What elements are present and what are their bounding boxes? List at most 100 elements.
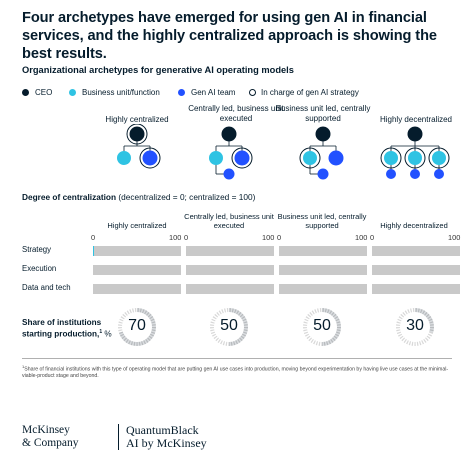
business-unit-node: [408, 151, 422, 165]
gen-ai-team-node: [234, 150, 250, 166]
bar-track: [186, 284, 274, 294]
gauge-fill: [396, 308, 434, 346]
legend-item-business-unit: Business unit/function: [69, 86, 160, 98]
quantumblack-logo: QuantumBlack AI by McKinsey: [126, 424, 207, 449]
archetype-label-highly-centralized: Highly centralized: [105, 115, 169, 124]
legend-label: Business unit/function: [82, 87, 160, 97]
gen-ai-team-node: [328, 150, 344, 166]
axis-max-label: 100: [355, 233, 368, 242]
centralization-title-note: (decentralized = 0; centralized = 100): [118, 192, 256, 202]
bar: [93, 246, 94, 256]
legend: CEO Business unit/function Gen AI team I…: [22, 86, 462, 98]
archetype-label-business-unit-led: Business unit led, centrally supported: [275, 104, 371, 123]
axis-max-label: 100: [448, 233, 461, 242]
legend-item-in-charge: In charge of gen AI strategy: [249, 86, 359, 98]
bar-track: [93, 265, 181, 275]
share-gauge: 50: [302, 307, 342, 347]
legend-swatch-ceo: [22, 88, 29, 96]
mckinsey-logo-line2: & Company: [22, 436, 79, 449]
quantumblack-logo-line1: QuantumBlack: [126, 423, 199, 437]
chart-subtitle: Organizational archetypes for generative…: [22, 65, 294, 75]
share-gauge: 70: [117, 307, 157, 347]
axis-min-label: 0: [91, 233, 96, 242]
gauge-fill: [210, 308, 248, 346]
legend-swatch-gen-ai-team: [178, 88, 185, 96]
axis-max-label: 100: [262, 233, 275, 242]
legend-label: CEO: [35, 87, 53, 97]
footnote-marker: 1: [22, 364, 25, 369]
gen-ai-team-node: [434, 169, 444, 179]
org-diagram-centrally-led: [209, 126, 253, 180]
axis-min-label: 0: [277, 233, 282, 242]
axis-min-label: 0: [370, 233, 375, 242]
bar-track: [372, 246, 460, 256]
org-diagram-highly-decentralized: [380, 126, 450, 179]
bar-column-label-centrally-led: Centrally led, business unit executed: [184, 212, 274, 230]
in-charge-ring: [139, 147, 161, 169]
legend-swatch-in-charge: [249, 88, 256, 96]
business-unit-node: [209, 151, 223, 165]
bar-track: [372, 265, 460, 275]
org-diagram-business-unit-led: [299, 126, 344, 180]
bar-track: [186, 246, 274, 256]
bar-track: [93, 284, 181, 294]
share-label-unit: %: [102, 329, 112, 339]
in-charge-ring: [428, 147, 450, 169]
gen-ai-team-node: [223, 168, 235, 180]
quantumblack-logo-line2: AI by McKinsey: [126, 435, 207, 450]
centralization-title-bold: Degree of centralization: [22, 192, 117, 202]
bar-column-label-highly-decentralized: Highly decentralized: [380, 221, 448, 230]
business-unit-node: [117, 151, 131, 165]
share-value: 50: [220, 317, 238, 334]
axis-max-label: 100: [169, 233, 182, 242]
ceo-node: [315, 126, 331, 142]
legend-item-gen-ai-team: Gen AI team: [178, 86, 235, 98]
row-label-execution: Execution: [22, 264, 57, 273]
ceo-node: [407, 126, 423, 142]
gen-ai-team-node: [410, 169, 420, 179]
bar-track: [372, 284, 460, 294]
logo-separator: [118, 424, 119, 450]
in-charge-ring: [231, 147, 253, 169]
row-label-strategy: Strategy: [22, 245, 52, 254]
mckinsey-logo-line1: McKinsey: [22, 424, 70, 436]
in-charge-ring: [404, 147, 426, 169]
bar-track: [279, 246, 367, 256]
in-charge-ring: [299, 147, 321, 169]
in-charge-ring: [126, 124, 148, 145]
gauge-track: [396, 308, 434, 346]
business-unit-node: [432, 151, 446, 165]
row-label-data-and-tech: Data and tech: [22, 283, 71, 292]
share-label-sup: 1: [99, 328, 103, 335]
legend-label: In charge of gen AI strategy: [261, 87, 359, 97]
footnote: 1Share of financial institutions with th…: [22, 364, 452, 379]
bar-track: [279, 265, 367, 275]
share-gauge: 30: [395, 307, 435, 347]
share-label: Share of institutions starting productio…: [22, 318, 112, 339]
footnote-text: Share of financial institutions with thi…: [22, 366, 449, 379]
gauge-fill: [118, 308, 156, 346]
share-value: 70: [128, 317, 146, 334]
page-title: Four archetypes have emerged for using g…: [22, 10, 437, 62]
gauge-track: [210, 308, 248, 346]
bar-column-label-business-unit-led: Business unit led, centrally supported: [277, 212, 367, 230]
gen-ai-team-node: [317, 168, 329, 180]
archetype-label-centrally-led: Centrally led, business unit executed: [188, 104, 284, 123]
divider: [22, 358, 452, 359]
bar-column-label-highly-centralized: Highly centralized: [107, 221, 167, 230]
org-diagram-highly-centralized: [117, 124, 161, 169]
bar-track: [93, 246, 181, 256]
bar-track: [279, 284, 367, 294]
business-unit-node: [384, 151, 398, 165]
bar-track: [186, 265, 274, 275]
share-value: 30: [406, 317, 424, 334]
gen-ai-team-node: [142, 150, 158, 166]
share-gauge: 50: [209, 307, 249, 347]
gauge-track: [303, 308, 341, 346]
share-value: 50: [313, 317, 331, 334]
mckinsey-logo: McKinsey & Company: [22, 424, 79, 449]
share-label-text: Share of institutions starting productio…: [22, 318, 102, 339]
ceo-node: [129, 126, 145, 142]
legend-item-ceo: CEO: [22, 86, 52, 98]
legend-label: Gen AI team: [191, 87, 236, 97]
